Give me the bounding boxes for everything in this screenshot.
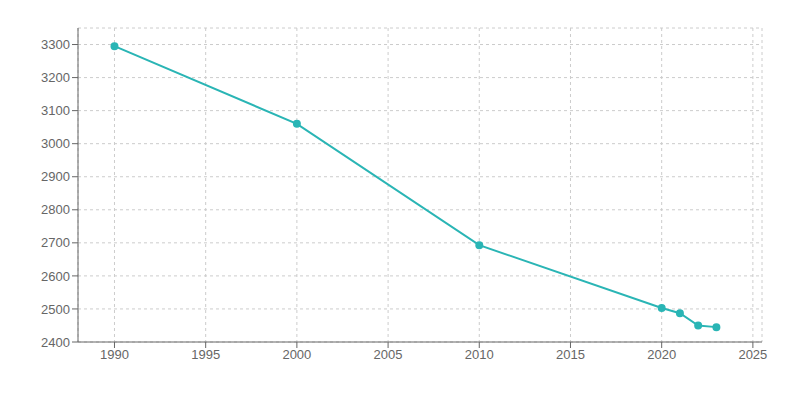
svg-text:2500: 2500	[41, 302, 70, 317]
svg-text:3100: 3100	[41, 103, 70, 118]
svg-text:2700: 2700	[41, 235, 70, 250]
svg-text:2010: 2010	[465, 347, 494, 362]
svg-text:3000: 3000	[41, 136, 70, 151]
svg-text:1990: 1990	[100, 347, 129, 362]
svg-text:2015: 2015	[556, 347, 585, 362]
svg-text:2900: 2900	[41, 169, 70, 184]
svg-text:2005: 2005	[374, 347, 403, 362]
svg-text:2025: 2025	[738, 347, 767, 362]
svg-text:2600: 2600	[41, 269, 70, 284]
svg-text:2400: 2400	[41, 335, 70, 350]
svg-text:2800: 2800	[41, 202, 70, 217]
svg-text:3300: 3300	[41, 37, 70, 52]
svg-text:1995: 1995	[191, 347, 220, 362]
svg-text:2000: 2000	[282, 347, 311, 362]
svg-text:3200: 3200	[41, 70, 70, 85]
svg-text:2020: 2020	[647, 347, 676, 362]
